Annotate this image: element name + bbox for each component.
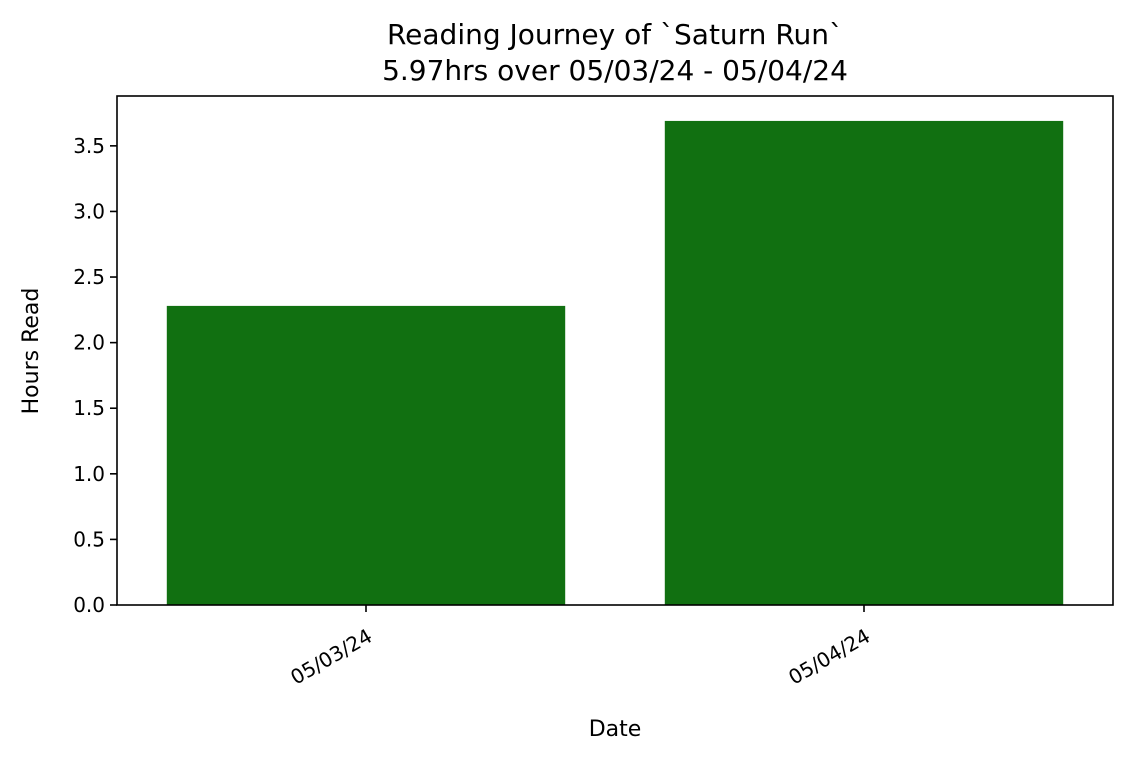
x-axis-label: Date (589, 717, 642, 742)
bar-0 (166, 305, 566, 605)
bars-group (166, 120, 1064, 605)
x-tick-label-0: 05/03/24 (286, 624, 376, 690)
plot-frame (116, 95, 1114, 606)
bar-1 (664, 120, 1064, 605)
chart-subtitle: 5.97hrs over 05/03/24 - 05/04/24 (382, 54, 848, 87)
y-tick-label-4: 2.0 (73, 331, 105, 355)
y-axis-label: Hours Read (19, 288, 44, 415)
y-tick-label-0: 0.0 (73, 593, 105, 617)
y-tick-label-1: 0.5 (73, 527, 105, 551)
y-axis: 0.0 0.5 1.0 1.5 2.0 2.5 3.0 3.5 (73, 134, 117, 617)
x-axis: 05/03/24 05/04/24 (286, 605, 874, 689)
y-tick-label-6: 3.0 (73, 199, 105, 223)
x-tick-label-1: 05/04/24 (784, 624, 874, 690)
y-tick-label-3: 1.5 (73, 396, 105, 420)
y-tick-label-2: 1.0 (73, 462, 105, 486)
y-tick-label-5: 2.5 (73, 265, 105, 289)
chart-title: Reading Journey of `Saturn Run` (387, 18, 843, 51)
y-tick-label-7: 3.5 (73, 134, 105, 158)
